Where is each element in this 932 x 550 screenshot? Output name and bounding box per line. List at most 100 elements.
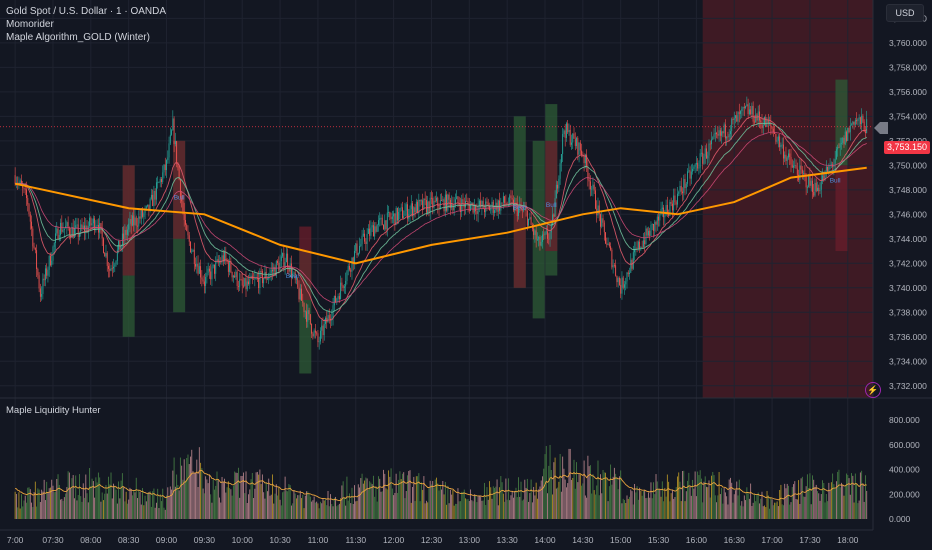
candle-down <box>574 138 576 147</box>
candle-down <box>434 200 436 202</box>
volume-bar <box>183 459 185 519</box>
volume-bar <box>685 491 687 519</box>
candle-down <box>356 243 358 256</box>
volume-bar <box>190 456 191 519</box>
volume-bar <box>460 501 461 519</box>
candle-down <box>702 152 704 164</box>
candle-up <box>726 136 728 139</box>
volume-bar <box>110 472 112 519</box>
volume-bar <box>132 495 133 519</box>
candle-up <box>642 240 644 248</box>
volume-bar <box>822 480 823 519</box>
volume-bar <box>475 494 477 519</box>
volume-bar <box>261 474 263 519</box>
candle-up <box>282 253 284 257</box>
candle-up <box>509 195 511 204</box>
volume-bar <box>442 480 444 519</box>
volume-bar <box>62 500 64 519</box>
lightning-icon[interactable]: ⚡ <box>865 382 881 398</box>
volume-bar <box>603 472 605 519</box>
volume-bar <box>714 495 716 519</box>
volume-bar <box>317 503 319 519</box>
candle-up <box>755 114 757 123</box>
candle-down <box>504 196 506 203</box>
candle-down <box>443 199 445 212</box>
candle-up <box>144 208 146 214</box>
candle-up <box>307 310 309 322</box>
volume-bar <box>142 488 144 519</box>
candle-down <box>425 199 427 213</box>
volume-bar <box>679 481 681 519</box>
volume-bar <box>629 496 630 519</box>
candle-down <box>615 265 617 276</box>
price-tick-label: 3,760.000 <box>889 38 927 48</box>
candle-down <box>765 116 767 128</box>
candle-up <box>835 149 837 160</box>
volume-bar <box>253 498 255 519</box>
bull-signal-box <box>835 79 848 166</box>
volume-bar <box>280 505 282 519</box>
candle-down <box>513 199 514 211</box>
volume-bar <box>144 495 146 519</box>
candle-up <box>80 224 82 234</box>
volume-bar <box>711 475 712 519</box>
volume-bar <box>780 484 782 519</box>
candle-up <box>733 118 735 120</box>
candle-up <box>399 208 401 212</box>
candle-up <box>563 130 565 134</box>
candle-up <box>147 204 149 207</box>
volume-bar <box>718 472 720 519</box>
candle-down <box>505 202 507 204</box>
candle-down <box>412 203 413 216</box>
time-tick-label: 08:00 <box>80 535 102 545</box>
candle-up <box>698 167 700 169</box>
candle-up <box>405 204 407 211</box>
price-tick-label: 3,734.000 <box>889 356 927 366</box>
candle-down <box>709 143 711 145</box>
volume-bar <box>97 472 99 519</box>
volume-bar <box>737 495 739 519</box>
candle-down <box>27 198 29 205</box>
volume-bar <box>22 506 24 519</box>
volume-bar <box>702 502 704 519</box>
candle-up <box>357 252 359 256</box>
candle-up <box>444 194 446 212</box>
candle-up <box>413 207 415 216</box>
candle-up <box>866 119 868 134</box>
candle-up <box>423 198 425 209</box>
candle-down <box>301 288 302 301</box>
candle-down <box>68 228 70 235</box>
candle-up <box>149 198 151 211</box>
volume-bar <box>84 497 85 519</box>
candle-up <box>534 230 536 235</box>
volume-bar <box>483 482 485 519</box>
volume-tick-label: 600.000 <box>889 440 920 450</box>
candle-down <box>225 251 227 260</box>
currency-button[interactable]: USD <box>886 4 924 22</box>
volume-bar <box>135 477 137 519</box>
volume-bar <box>389 476 391 519</box>
candle-up <box>255 277 257 279</box>
volume-bar <box>640 490 642 519</box>
volume-bar <box>258 474 260 519</box>
candle-down <box>125 229 127 235</box>
volume-bar <box>155 502 157 519</box>
volume-bar <box>732 502 734 519</box>
candle-down <box>501 202 503 204</box>
volume-bar <box>471 500 473 519</box>
volume-bar <box>502 493 504 519</box>
volume-bar <box>432 481 434 519</box>
candle-up <box>134 217 136 226</box>
candle-down <box>653 223 654 231</box>
candle-up <box>207 268 209 273</box>
candle-down <box>31 221 32 229</box>
volume-bar <box>613 467 615 519</box>
volume-bar <box>216 471 218 519</box>
candle-down <box>579 142 581 151</box>
volume-bar <box>184 480 186 519</box>
volume-bar <box>630 489 632 519</box>
candle-up <box>76 224 78 226</box>
candle-up <box>254 278 256 279</box>
bear-signal-box <box>173 140 186 239</box>
